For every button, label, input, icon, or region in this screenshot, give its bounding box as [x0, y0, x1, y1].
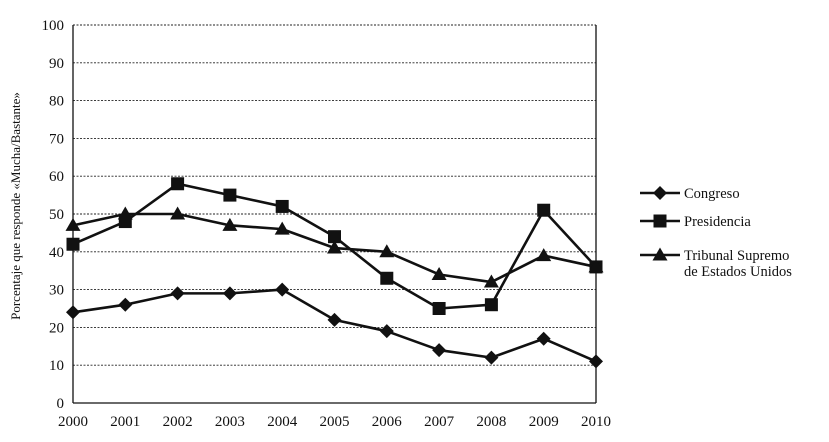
- x-tick-label: 2009: [529, 414, 559, 430]
- data-point-triangle: [536, 248, 552, 262]
- series-group: [65, 177, 604, 369]
- x-tick-label: 2000: [58, 414, 88, 430]
- x-tick-label: 2007: [424, 414, 455, 430]
- legend-marker-diamond: [653, 186, 667, 200]
- legend-item: Congreso: [640, 186, 740, 202]
- data-point-diamond: [222, 286, 237, 301]
- x-tick-label: 2004: [267, 414, 298, 430]
- legend-marker-triangle: [652, 247, 668, 261]
- legend-marker-square: [653, 214, 667, 228]
- data-point-square: [537, 203, 551, 217]
- data-point-triangle: [588, 259, 604, 273]
- data-point-diamond: [484, 350, 499, 365]
- data-point-square: [328, 230, 341, 244]
- data-point-diamond: [589, 354, 603, 369]
- series-diamond: [66, 282, 603, 369]
- legend-label: Tribunal Supremo: [684, 248, 789, 264]
- y-axis-label: Porcentaje que responde «Mucha/Bastante»: [8, 92, 23, 320]
- x-tick-label: 2003: [215, 414, 245, 430]
- x-tick-label: 2005: [320, 414, 350, 430]
- y-tick-label: 0: [57, 396, 65, 412]
- y-tick-label: 60: [49, 169, 64, 185]
- x-tick-labels: 2000 2001 2002 2003 2004 2005 2006 2007 2008 2009…: [58, 414, 611, 430]
- data-point-diamond: [275, 282, 290, 297]
- data-point-diamond: [432, 343, 447, 358]
- x-tick-label: 2006: [372, 414, 403, 430]
- legend-item: Presidencia: [640, 214, 751, 230]
- x-tick-label: 2010: [581, 414, 611, 430]
- data-point-triangle: [379, 244, 395, 258]
- data-point-triangle: [65, 217, 81, 231]
- y-tick-label: 80: [49, 94, 64, 110]
- data-point-triangle: [327, 240, 342, 254]
- data-point-square: [484, 298, 498, 312]
- data-point-square: [432, 302, 446, 315]
- data-point-diamond: [536, 331, 551, 346]
- data-point-triangle: [483, 274, 499, 288]
- x-tick-label: 2008: [476, 414, 506, 430]
- y-tick-labels: 0 10 20 30 40 50 60 70 80 90 100: [42, 18, 65, 412]
- data-point-triangle: [431, 266, 447, 280]
- series-square: [66, 177, 603, 315]
- y-tick-label: 50: [49, 207, 64, 223]
- data-point-triangle: [117, 206, 133, 220]
- data-point-diamond: [66, 305, 80, 320]
- data-point-square: [275, 199, 289, 213]
- data-point-triangle: [222, 217, 238, 231]
- series-triangle: [65, 206, 604, 288]
- y-tick-label: 70: [49, 131, 64, 147]
- data-point-triangle: [170, 206, 186, 220]
- legend-label: Congreso: [684, 186, 740, 202]
- y-tick-label: 20: [49, 320, 64, 336]
- data-point-diamond: [118, 297, 133, 312]
- data-point-square: [223, 188, 237, 202]
- y-tick-label: 90: [49, 56, 64, 72]
- legend-label: Presidencia: [684, 214, 751, 230]
- x-tick-label: 2001: [110, 414, 140, 430]
- data-point-diamond: [170, 286, 185, 301]
- data-point-square: [171, 177, 185, 191]
- data-point-square: [380, 271, 394, 285]
- x-tick-label: 2002: [163, 414, 193, 430]
- data-point-triangle: [274, 221, 290, 235]
- y-tick-label: 100: [42, 18, 65, 34]
- data-point-square: [66, 237, 80, 251]
- data-point-diamond: [327, 312, 342, 327]
- y-tick-label: 30: [49, 283, 64, 299]
- data-point-diamond: [379, 324, 394, 339]
- y-tick-label: 40: [49, 245, 64, 261]
- legend-label: de Estados Unidos: [684, 264, 792, 280]
- grid: [73, 24, 596, 366]
- axes: [72, 25, 597, 404]
- y-tick-label: 10: [49, 358, 64, 374]
